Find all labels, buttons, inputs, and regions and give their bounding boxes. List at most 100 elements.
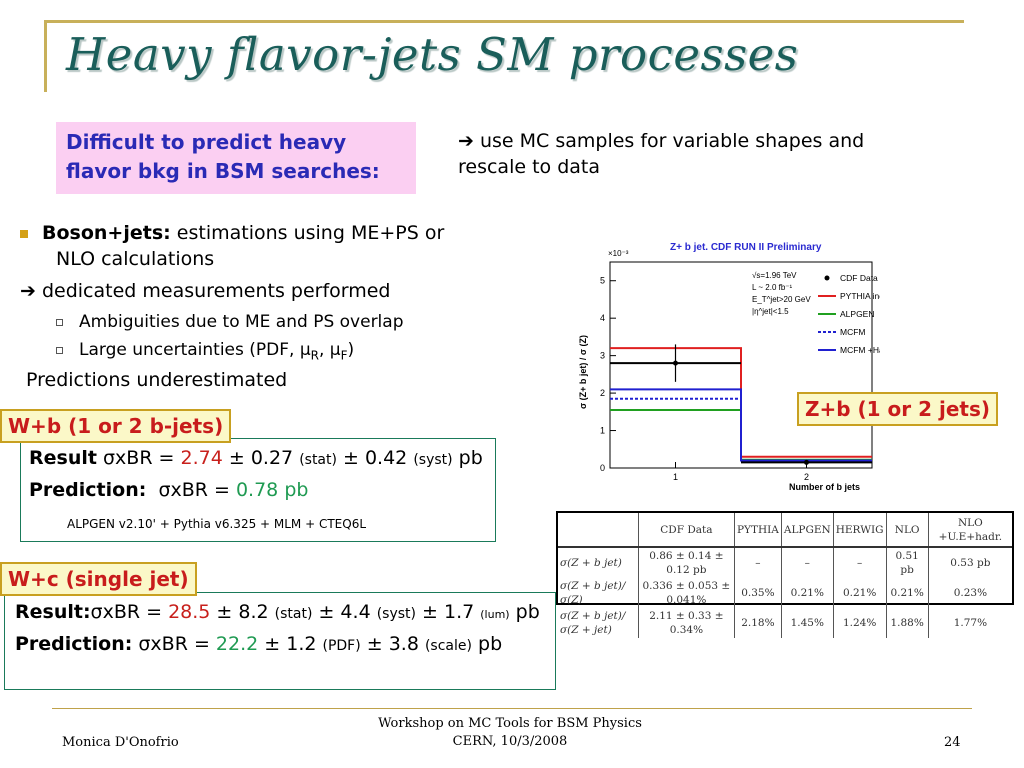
chart-y-multiplier: ×10⁻³: [608, 249, 629, 258]
wc-label: W+c (single jet): [0, 562, 197, 596]
uncertainties-text: Large uncertainties (PDF, μ: [79, 340, 311, 360]
table-cell: 0.21%: [885, 578, 929, 608]
dedicated-line: ➔ dedicated measurements performed: [20, 280, 391, 302]
wc-result-sigma: σxBR =: [90, 601, 169, 623]
table-row: σ(Z + b jet) 0.86 ± 0.14 ± 0.12 pb – – –0.51…: [558, 547, 1012, 578]
legend-label: MCFM +Had.Corr.: [840, 345, 880, 355]
table-cell: 0.23%: [927, 578, 1012, 608]
wb-prediction-value: 0.78 pb: [235, 479, 309, 501]
predictions-text: Predictions underestimated: [26, 369, 288, 391]
highlight-box: Difficult to predict heavy flavor bkg in…: [56, 122, 416, 194]
wb-prediction-label: Prediction:: [29, 479, 147, 501]
chart-y-label: σ (Z+ b jet) / σ (Z): [578, 335, 588, 409]
legend-label: CDF Data: [840, 273, 878, 283]
zb-label: Z+b (1 or 2 jets): [797, 392, 999, 426]
footer-author: Monica D'Onofrio: [62, 735, 179, 750]
y-tick-label: 1: [600, 426, 605, 436]
top-border: [44, 20, 964, 23]
uncertainties-end: ): [347, 340, 355, 360]
table-row: σ(Z + b jet)/σ(Z) 0.336 ± 0.053 ± 0.041% 0…: [558, 578, 1012, 608]
boson-jets-label: Boson+jets:: [42, 222, 171, 244]
legend-marker-data: [824, 275, 830, 281]
table-row-label: σ(Z + b jet): [560, 557, 622, 569]
wc-prediction-sigma: σxBR =: [138, 633, 216, 655]
y-tick-label: 0: [600, 463, 605, 473]
chart-legend: CDF Data PYTHIA incl. ALPGEN MCFM MCFM +Had.…: [818, 273, 880, 355]
x-tick-label: 2: [804, 472, 809, 482]
boson-jets-bullet: Boson+jets: estimations using ME+PS or: [20, 222, 444, 244]
arrow-icon: ➔: [20, 280, 36, 302]
wc-lum-label: (lum): [480, 608, 510, 621]
wb-unit: pb: [452, 447, 483, 469]
results-table: CDF Data PYTHIA ALPGEN HERWIG NLO NLO +U.E+ha…: [556, 511, 1014, 638]
chart-info-line: √s=1.96 TeV: [752, 271, 797, 280]
table-cell: 0.86 ± 0.14 ± 0.12 pb: [637, 547, 735, 578]
wc-result-value: 28.5: [168, 601, 211, 623]
wb-prediction-sigma: σxBR =: [158, 479, 236, 501]
chart-title: Z+ b jet. CDF RUN II Preliminary: [670, 242, 822, 253]
footer-workshop-line-2: CERN, 10/3/2008: [452, 734, 568, 749]
mu-f-subscript: F: [340, 348, 348, 363]
wb-generator: ALPGEN v2.10' + Pythia v6.325 + MLM + CT…: [67, 517, 367, 531]
wb-result-sigma: σxBR =: [103, 447, 181, 469]
ambiguities-text: Ambiguities due to ME and PS overlap: [79, 312, 404, 332]
uncertainties-mid: , μ: [319, 340, 341, 360]
highlight-line-1: Difficult to predict heavy: [66, 130, 347, 154]
boson-jets-text: estimations using ME+PS or: [176, 222, 445, 244]
uncertainties-bullet: Large uncertainties (PDF, μR, μF): [56, 340, 354, 362]
wb-label: W+b (1 or 2 b-jets): [0, 409, 232, 443]
ambiguities-bullet: Ambiguities due to ME and PS overlap: [56, 312, 404, 332]
wb-result-stat: ± 0.27: [222, 447, 300, 469]
wc-prediction-label: Prediction:: [15, 633, 133, 655]
table-header-cell: ALPGEN: [780, 513, 834, 548]
table-cell: 1.77%: [927, 608, 1012, 638]
wb-result-box: Result σxBR = 2.74 ± 0.27 (stat) ± 0.42 …: [20, 438, 496, 542]
chart-info-line: E_T^jet>20 GeV: [752, 295, 811, 304]
mu-r-subscript: R: [310, 348, 319, 363]
data-point: [804, 459, 809, 465]
table-cell: 0.21%: [780, 578, 834, 608]
wc-result-label: Result:: [15, 601, 91, 623]
wc-syst-label: (syst): [376, 606, 416, 622]
chart-points: [610, 344, 872, 465]
wc-prediction-pdf: ± 1.2: [258, 633, 323, 655]
square-outline-bullet-icon: [56, 318, 63, 326]
wc-result-line: Result:σxBR = 28.5 ± 8.2 (stat) ± 4.4 (s…: [15, 601, 540, 623]
wc-pdf-label: (PDF): [322, 638, 361, 654]
mc-note: ➔ use MC samples for variable shapes and…: [458, 128, 978, 180]
wb-stat-label: (stat): [299, 452, 337, 468]
legend-label: MCFM: [840, 327, 866, 337]
table-row-label: σ(Z + b jet)/σ(Z): [560, 580, 626, 606]
mc-note-line-2: rescale to data: [458, 156, 600, 178]
table-cell: 2.18%: [733, 608, 782, 638]
boson-jets-line-2: NLO calculations: [56, 248, 215, 270]
table-cell: –: [780, 547, 834, 578]
table-cell: 0.336 ± 0.053 ± 0.041%: [637, 578, 735, 608]
arrow-icon: ➔: [458, 130, 474, 152]
table-cell: 0.51 pb: [885, 547, 929, 578]
y-tick-label: 4: [600, 313, 605, 323]
chart-info: √s=1.96 TeV L ~ 2.0 fb⁻¹ E_T^jet>20 GeV |η^…: [752, 271, 811, 316]
wc-prediction-scale: ± 3.8: [360, 633, 425, 655]
wb-prediction-line: Prediction: σxBR = 0.78 pb: [29, 479, 308, 501]
y-tick-label: 5: [600, 276, 605, 286]
chart-info-line: |η^jet|<1.5: [752, 307, 789, 316]
wb-result-value: 2.74: [180, 447, 223, 469]
square-bullet-icon: [20, 229, 28, 238]
left-border: [44, 20, 47, 92]
y-tick-label: 2: [600, 388, 605, 398]
wc-prediction-line: Prediction: σxBR = 22.2 ± 1.2 (PDF) ± 3.…: [15, 633, 502, 655]
table-cell: 0.35%: [733, 578, 782, 608]
x-tick-label: 1: [673, 472, 678, 482]
wb-result-label: Result: [29, 447, 97, 469]
footer-workshop-line-1: Workshop on MC Tools for BSM Physics: [378, 716, 642, 731]
data-point: [673, 360, 678, 366]
wc-prediction-unit: pb: [471, 633, 503, 655]
table-header-cell: [558, 513, 639, 548]
mc-note-line-1: use MC samples for variable shapes and: [479, 130, 865, 152]
chart-x-label: Number of b jets: [789, 482, 860, 492]
table-header-cell: HERWIG: [832, 513, 887, 548]
wc-result-box: Result:σxBR = 28.5 ± 8.2 (stat) ± 4.4 (s…: [4, 592, 556, 690]
table-header-row: CDF Data PYTHIA ALPGEN HERWIG NLO NLO +U.E+ha…: [558, 513, 1012, 548]
footer-page-number: 24: [944, 735, 961, 750]
